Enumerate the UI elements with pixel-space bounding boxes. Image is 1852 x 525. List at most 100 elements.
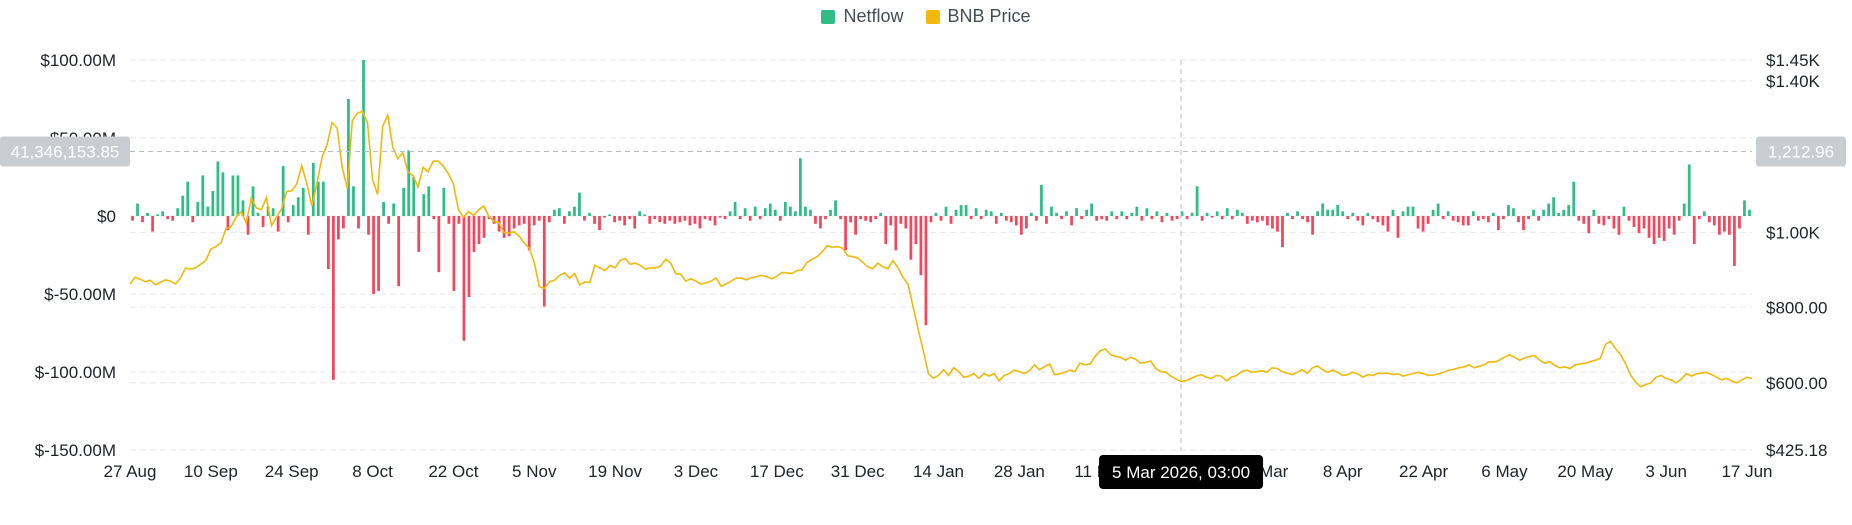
netflow-bar[interactable] [1215,211,1219,216]
netflow-bar[interactable] [879,212,883,216]
netflow-bar[interactable] [814,216,817,224]
netflow-bar[interactable] [703,216,707,220]
netflow-bar[interactable] [959,205,963,216]
netflow-bar[interactable] [181,195,185,216]
netflow-bar[interactable] [583,216,586,221]
netflow-bar[interactable] [196,201,200,216]
netflow-bar[interactable] [387,216,390,224]
netflow-bar[interactable] [1627,216,1631,221]
netflow-bar[interactable] [522,216,526,224]
netflow-bar[interactable] [1075,208,1078,216]
netflow-bar[interactable] [1175,216,1179,220]
netflow-bar[interactable] [1592,209,1596,216]
netflow-bar[interactable] [402,187,406,216]
netflow-bar[interactable] [1712,216,1716,226]
netflow-bar[interactable] [859,216,863,220]
netflow-bar[interactable] [643,214,647,216]
netflow-bar[interactable] [1687,164,1691,216]
netflow-bar[interactable] [924,216,928,326]
netflow-bar[interactable] [1471,211,1475,216]
netflow-bar[interactable] [1532,209,1535,216]
netflow-bar[interactable] [1346,216,1350,220]
netflow-bar[interactable] [1637,216,1641,234]
netflow-bar[interactable] [1622,206,1626,216]
netflow-bar[interactable] [618,216,621,221]
netflow-bar[interactable] [989,211,993,216]
netflow-bar[interactable] [1266,216,1269,226]
netflow-bar[interactable] [1190,212,1194,216]
netflow-bar[interactable] [623,216,627,226]
netflow-bar[interactable] [1140,216,1144,221]
netflow-bar[interactable] [909,216,913,260]
netflow-bar[interactable] [1502,216,1505,220]
netflow-bar[interactable] [1009,216,1013,223]
netflow-bar[interactable] [1045,216,1048,224]
netflow-bar[interactable] [1261,216,1264,221]
netflow-bar[interactable] [1311,216,1314,235]
netflow-bar[interactable] [1230,216,1234,220]
netflow-bar[interactable] [301,187,305,216]
netflow-bar[interactable] [221,172,225,216]
netflow-bar[interactable] [1070,216,1073,226]
netflow-bar[interactable] [839,216,842,220]
netflow-bar[interactable] [999,212,1003,216]
netflow-bar[interactable] [412,177,416,216]
netflow-bar[interactable] [1296,211,1299,216]
netflow-bar[interactable] [1728,216,1731,235]
netflow-bar[interactable] [1376,216,1380,223]
netflow-bar[interactable] [527,216,531,251]
netflow-bar[interactable] [834,200,837,216]
netflow-bar[interactable] [1276,216,1279,232]
netflow-bar[interactable] [256,212,260,216]
netflow-bar[interactable] [929,216,933,223]
netflow-bar[interactable] [1014,216,1018,226]
netflow-bar[interactable] [1225,208,1229,216]
netflow-bar[interactable] [547,216,551,223]
netflow-bar[interactable] [1004,216,1008,221]
netflow-bar[interactable] [492,216,496,224]
netflow-bar[interactable] [1542,209,1545,216]
netflow-bar[interactable] [899,216,903,224]
netflow-bar[interactable] [1416,216,1420,229]
netflow-bar[interactable] [984,209,988,216]
netflow-bar[interactable] [467,216,471,298]
netflow-bar[interactable] [1446,211,1450,216]
netflow-bar[interactable] [1245,216,1249,224]
netflow-bar[interactable] [1306,216,1309,223]
netflow-bar[interactable] [502,216,506,238]
netflow-bar[interactable] [894,216,898,251]
netflow-bar[interactable] [206,206,210,216]
netflow-bar[interactable] [673,216,677,224]
netflow-bar[interactable] [994,216,998,224]
netflow-bar[interactable] [1200,216,1204,221]
netflow-bar[interactable] [332,216,335,380]
netflow-bar[interactable] [306,216,310,235]
netflow-bar[interactable] [1562,209,1566,216]
netflow-bar[interactable] [1396,216,1400,238]
netflow-bar[interactable] [1426,216,1430,224]
netflow-bar[interactable] [1391,209,1395,216]
netflow-bar[interactable] [1356,216,1360,221]
netflow-bar[interactable] [472,216,476,252]
netflow-bar[interactable] [869,216,873,223]
netflow-bar[interactable] [362,60,365,216]
netflow-bar[interactable] [829,209,832,216]
netflow-bar[interactable] [1060,216,1063,220]
netflow-bar[interactable] [161,211,165,216]
netflow-bar[interactable] [663,216,667,224]
netflow-bar[interactable] [718,216,722,218]
netflow-bar[interactable] [191,216,195,223]
netflow-bar[interactable] [1160,216,1164,223]
netflow-bar[interactable] [1702,211,1706,216]
netflow-bar[interactable] [1647,216,1651,238]
netflow-bar[interactable] [1642,216,1646,229]
netflow-bar[interactable] [1406,206,1410,216]
netflow-bar[interactable] [804,206,807,216]
netflow-bar[interactable] [166,216,170,220]
netflow-bar[interactable] [1195,186,1199,216]
netflow-bar[interactable] [1110,211,1114,216]
netflow-bar[interactable] [1090,203,1094,216]
netflow-bar[interactable] [648,216,652,224]
netflow-bar[interactable] [738,216,742,220]
netflow-bar[interactable] [1456,216,1460,223]
